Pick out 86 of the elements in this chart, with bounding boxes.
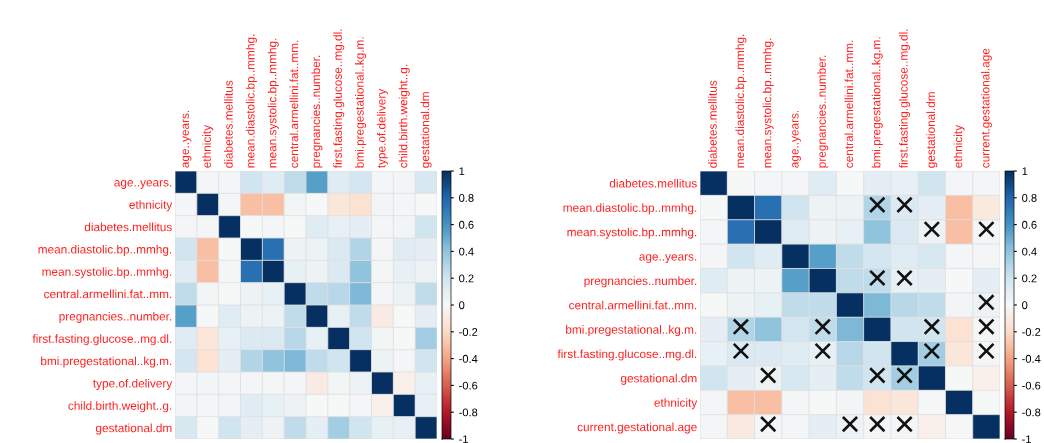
color-bar-label: 0: [459, 301, 465, 310]
color-bar-label: -0.2: [1022, 328, 1041, 336]
x-tick-label: gestational.dm: [420, 92, 432, 168]
data-label: ×: [869, 196, 886, 213]
y-tick-label: type.of.delivery: [93, 378, 173, 390]
data-label: ×: [923, 221, 940, 238]
y-tick-label: age..years.: [114, 180, 172, 189]
y-tick-label: mean.diastolic.bp..mmhg.: [563, 203, 697, 215]
color-bar-label: 0.4: [459, 247, 474, 256]
y-tick-label: first.fasting.glucose..mg.dl.: [32, 334, 172, 346]
y-tick-label: age..years.: [639, 254, 697, 263]
data-label: ×: [896, 196, 913, 213]
color-bar-label: -0.2: [459, 328, 478, 336]
data-label: ×: [869, 367, 886, 384]
x-tick-label: age..years.: [792, 110, 801, 168]
color-bar-label: -0.8: [1022, 408, 1041, 417]
color-bar-label: 0.6: [1022, 220, 1037, 229]
y-tick-label: mean.systolic.bp..mmhg.: [567, 227, 697, 239]
data-label: ×: [896, 416, 913, 433]
x-tick-label: gestational.dm: [926, 92, 938, 168]
x-tick-label: ethnicity: [202, 124, 214, 168]
x-tick-label: child.birth.weight..g.: [398, 64, 410, 168]
x-tick-label: first.fasting.glucose..mg.dl.: [899, 29, 911, 169]
y-tick-label: pregnancies..number.: [59, 311, 172, 323]
y-tick-label: central.armellini.fat..mm.: [44, 289, 172, 299]
x-tick-label: mean.systolic.bp..mmhg.: [267, 38, 279, 168]
x-tick-label: current.gestational.age: [980, 48, 992, 168]
color-bar-label: 1: [1022, 167, 1028, 176]
y-tick-label: pregnancies..number.: [584, 276, 697, 288]
color-bar-label: -0.6: [459, 381, 478, 390]
data-label: ×: [978, 221, 995, 238]
y-tick-label: bmi.pregestational..kg.m.: [566, 325, 697, 337]
x-tick-label: ethnicity: [953, 124, 965, 168]
data-label: ×: [978, 294, 995, 311]
data-label: ×: [841, 416, 859, 433]
color-bar-label: -0.4: [1022, 354, 1041, 363]
y-tick-label: bmi.pregestational..kg.m.: [41, 356, 172, 368]
data-label: ×: [869, 269, 886, 287]
y-tick-label: diabetes.mellitus: [609, 178, 697, 188]
data-label: ×: [760, 367, 777, 384]
data-label: ×: [732, 318, 749, 335]
data-label: ×: [923, 318, 940, 335]
x-tick-label: pregnancies..number.: [311, 55, 323, 168]
y-tick-label: first.fasting.glucose..mg.dl.: [557, 349, 697, 361]
color-bar-label: -1: [459, 435, 468, 443]
color-bar-label: 1: [459, 167, 465, 176]
color-bar-label: -0.4: [459, 354, 478, 363]
data-label: ×: [896, 269, 913, 287]
color-bar-label: 0.2: [1022, 274, 1037, 283]
color-bar-label: -0.6: [1022, 381, 1041, 390]
y-tick-label: ethnicity: [129, 200, 173, 212]
x-tick-label: type.of.delivery: [376, 88, 388, 169]
x-tick-label: pregnancies..number.: [817, 55, 829, 168]
data-label: ×: [732, 342, 749, 360]
data-label: ×: [869, 416, 886, 433]
y-tick-label: ethnicity: [654, 398, 698, 410]
y-tick-label: gestational.dm: [620, 373, 697, 385]
color-bar-label: 0.4: [1022, 247, 1037, 256]
color-bar-label: 0.2: [459, 274, 474, 283]
x-tick-label: bmi.pregestational..kg.m.: [871, 37, 883, 168]
y-tick-label: child.birth.weight..g.: [68, 401, 172, 413]
color-bar-label: 0.8: [459, 194, 474, 202]
x-tick-label: central.armellini.fat..mm.: [844, 40, 854, 168]
data-label: ×: [760, 416, 777, 433]
data-label: ×: [978, 342, 995, 360]
y-tick-label: diabetes.mellitus: [84, 222, 172, 232]
x-tick-label: diabetes.mellitus: [224, 80, 233, 168]
y-tick-label: central.armellini.fat..mm.: [569, 300, 697, 310]
color-bar-label: 0.6: [459, 220, 474, 229]
y-tick-label: current.gestational.age: [577, 422, 697, 434]
y-tick-label: mean.diastolic.bp..mmhg.: [38, 244, 172, 256]
y-tick-label: gestational.dm: [95, 423, 172, 435]
data-label: ×: [978, 318, 995, 335]
color-bar-label: 0: [1022, 301, 1028, 310]
x-tick-label: central.armellini.fat..mm.: [289, 40, 299, 168]
color-bar-label: -1: [1022, 435, 1031, 443]
x-tick-label: bmi.pregestational..kg.m.: [355, 37, 367, 168]
x-tick-label: first.fasting.glucose..mg.dl.: [333, 29, 345, 169]
x-tick-label: mean.diastolic.bp..mmhg.: [245, 34, 257, 168]
data-label: ×: [923, 342, 940, 360]
color-bar-label: 0.8: [1022, 194, 1037, 202]
data-label: ×: [896, 367, 913, 384]
y-tick-label: mean.systolic.bp..mmhg.: [42, 267, 172, 279]
color-bar-label: -0.8: [459, 408, 478, 417]
data-label: ×: [814, 342, 831, 360]
data-label: ×: [814, 318, 831, 335]
